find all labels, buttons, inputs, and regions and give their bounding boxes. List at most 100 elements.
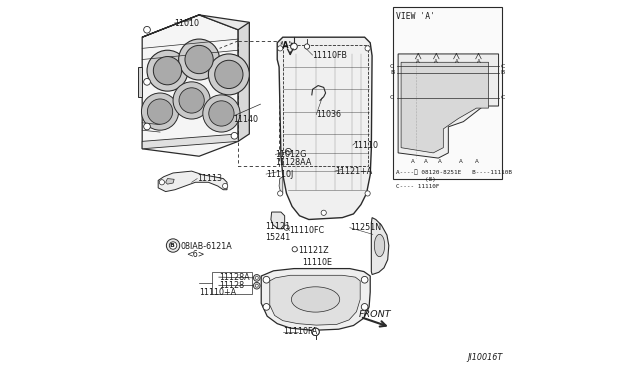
Text: B: B	[500, 70, 505, 75]
Polygon shape	[166, 179, 174, 184]
Circle shape	[154, 57, 182, 85]
Circle shape	[365, 46, 370, 51]
Circle shape	[278, 46, 283, 51]
Polygon shape	[401, 62, 488, 153]
Text: 11113: 11113	[197, 174, 222, 183]
Circle shape	[179, 88, 204, 113]
Circle shape	[143, 26, 150, 33]
Circle shape	[141, 93, 179, 130]
Circle shape	[253, 282, 260, 289]
Polygon shape	[277, 37, 372, 219]
Polygon shape	[142, 15, 238, 156]
Polygon shape	[238, 22, 250, 141]
Polygon shape	[142, 134, 238, 149]
Text: B: B	[170, 243, 174, 248]
Text: 11110FA: 11110FA	[283, 327, 317, 336]
Text: A: A	[412, 159, 415, 164]
Circle shape	[362, 276, 368, 283]
Text: 11010: 11010	[174, 19, 199, 28]
Text: 11012G: 11012G	[275, 150, 307, 159]
Circle shape	[305, 44, 310, 49]
Polygon shape	[261, 269, 370, 330]
Circle shape	[147, 50, 188, 91]
Text: C: C	[390, 95, 394, 100]
Circle shape	[263, 276, 270, 283]
Circle shape	[147, 99, 173, 124]
Text: 'A': 'A'	[280, 41, 291, 50]
Text: 11128: 11128	[219, 281, 244, 290]
Text: 11121: 11121	[265, 222, 290, 231]
Text: *: *	[280, 42, 283, 48]
Circle shape	[166, 239, 180, 252]
Circle shape	[185, 45, 213, 74]
Polygon shape	[271, 212, 285, 229]
Polygon shape	[398, 54, 499, 158]
Circle shape	[159, 180, 164, 185]
Circle shape	[292, 247, 298, 252]
Text: C: C	[390, 64, 394, 69]
Text: A: A	[424, 159, 428, 164]
Polygon shape	[158, 171, 227, 192]
Circle shape	[312, 328, 319, 336]
Text: B: B	[390, 70, 394, 75]
Polygon shape	[279, 177, 283, 193]
Text: 11110+A: 11110+A	[199, 288, 236, 296]
Text: 11140: 11140	[234, 115, 259, 124]
Circle shape	[143, 78, 150, 85]
Text: JI10016T: JI10016T	[467, 353, 502, 362]
Text: VIEW 'A': VIEW 'A'	[396, 12, 435, 21]
Text: A----① 08120-8251E   B----11110B: A----① 08120-8251E B----11110B	[396, 169, 511, 175]
Text: 11128AA: 11128AA	[275, 158, 312, 167]
Text: 11121+A: 11121+A	[335, 167, 372, 176]
Bar	[212, 272, 252, 294]
Text: 11110FB: 11110FB	[312, 51, 348, 60]
Circle shape	[209, 54, 250, 95]
Text: FRONT: FRONT	[359, 310, 392, 319]
Circle shape	[278, 191, 283, 196]
Text: 08IAB-6121A: 08IAB-6121A	[180, 242, 232, 251]
Text: 11128A: 11128A	[219, 273, 250, 282]
Circle shape	[255, 276, 259, 279]
Circle shape	[255, 284, 259, 287]
Polygon shape	[270, 275, 360, 325]
Circle shape	[285, 148, 291, 154]
Text: 11110E: 11110E	[303, 258, 333, 267]
Circle shape	[263, 304, 270, 310]
Polygon shape	[371, 218, 389, 275]
Polygon shape	[138, 67, 142, 97]
Circle shape	[362, 304, 368, 310]
Text: A: A	[458, 159, 462, 164]
Circle shape	[170, 242, 177, 249]
Text: A: A	[477, 59, 481, 64]
Text: A: A	[454, 59, 458, 64]
Circle shape	[321, 210, 326, 215]
Text: A: A	[435, 59, 438, 64]
Text: 11251N: 11251N	[349, 223, 381, 232]
Text: 11036: 11036	[316, 110, 341, 119]
Text: C---- 11110F: C---- 11110F	[396, 184, 439, 189]
Circle shape	[179, 39, 220, 80]
Text: 11110: 11110	[353, 141, 378, 150]
Circle shape	[253, 275, 260, 281]
Text: 11110J: 11110J	[266, 170, 293, 179]
Text: 11121Z: 11121Z	[298, 246, 328, 255]
Circle shape	[365, 191, 370, 196]
Text: 11110FC: 11110FC	[289, 226, 324, 235]
Polygon shape	[142, 15, 250, 45]
Circle shape	[231, 132, 238, 139]
Text: 15241: 15241	[265, 233, 290, 242]
Circle shape	[291, 43, 298, 50]
Text: A: A	[475, 159, 478, 164]
Text: A: A	[438, 159, 442, 164]
Bar	[283, 45, 367, 166]
Text: A: A	[417, 59, 420, 64]
Circle shape	[203, 95, 240, 132]
Text: *: *	[289, 42, 293, 48]
Text: C: C	[500, 64, 505, 69]
Circle shape	[312, 328, 319, 336]
Circle shape	[209, 101, 234, 126]
Ellipse shape	[374, 234, 385, 257]
Circle shape	[173, 82, 211, 119]
Ellipse shape	[291, 287, 340, 312]
Circle shape	[223, 183, 228, 189]
